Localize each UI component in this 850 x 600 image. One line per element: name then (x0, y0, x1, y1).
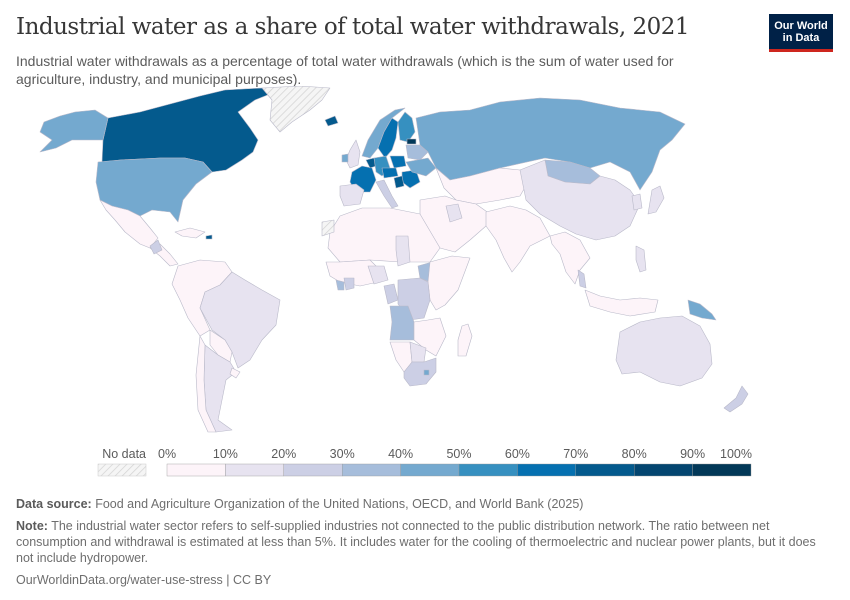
legend-bin-30-40[interactable] (342, 463, 401, 477)
data-source-text: Food and Agriculture Organization of the… (95, 497, 584, 511)
legend-tick-label: 30% (330, 447, 355, 461)
legend-bin-0-10[interactable] (166, 463, 226, 477)
source-url[interactable]: OurWorldinData.org/water-use-stress | CC… (16, 573, 272, 587)
country-alaska-united-states[interactable]: Alaska (United States): 40-50% (39, 109, 109, 153)
country-uruguay[interactable]: Uruguay: 0-10% (229, 367, 241, 379)
legend-bin-40-50[interactable] (400, 463, 460, 477)
legend-tick-label: 60% (505, 447, 530, 461)
owid-logo[interactable]: Our World in Data (769, 14, 833, 52)
country-estonia[interactable]: Estonia: 90-100% (406, 138, 417, 145)
legend-tick-label: 70% (563, 447, 588, 461)
legend-tick-label: 50% (446, 447, 471, 461)
legend-bin-90-100[interactable] (692, 463, 752, 477)
country-australia[interactable]: Australia: 10-20% (615, 315, 713, 387)
country-italy[interactable]: Italy: 20-30% (375, 179, 399, 209)
footer: Data source: Food and Agriculture Organi… (16, 496, 836, 594)
legend-bin-60-70[interactable] (517, 463, 577, 477)
legend-bin-50-60[interactable] (458, 463, 518, 477)
country-greenland[interactable]: Greenland: No data (261, 86, 331, 133)
data-source-label: Data source: (16, 497, 92, 511)
country-madagascar[interactable]: Madagascar: 0-10% (457, 323, 473, 357)
country-finland[interactable]: Finland: 50-60% (397, 111, 416, 143)
color-legend: No data 0% 10% 20% 30% 40% 50% 60% 70% 80% 90% 100% (97, 447, 752, 477)
legend-tick-label: 40% (388, 447, 413, 461)
country-philippines[interactable]: Philippines: 10-20% (635, 245, 647, 273)
country-malaysia[interactable]: Malaysia: 20-30% (577, 269, 587, 289)
country-indonesia[interactable]: Indonesia: 0-10% (584, 289, 659, 317)
country-czechia-austria[interactable]: Czechia/Austria: 60-70% (381, 167, 399, 179)
country-east-africa[interactable]: East Africa: 0-10% (427, 255, 471, 311)
legend-tick-label: 90% (680, 447, 705, 461)
country-ireland[interactable]: Ireland: 40-50% (341, 153, 349, 163)
country-japan[interactable]: Japan: 10-20% (647, 185, 665, 215)
country-chad[interactable]: Chad: 10-20% (395, 235, 411, 267)
legend-tick-label: 80% (622, 447, 647, 461)
legend-tick-label: 20% (271, 447, 296, 461)
world-map: Canada: 70-80%United States: 40-50%Alask… (39, 86, 749, 433)
logo-line-2: in Data (782, 31, 820, 44)
legend-bin-70-80[interactable] (575, 463, 635, 477)
legend-tick-label: 10% (213, 447, 238, 461)
country-nigeria[interactable]: Nigeria: 10-20% (367, 265, 389, 285)
country-western-sahara[interactable]: Western Sahara: No data (321, 219, 335, 237)
note-text: The industrial water sector refers to se… (16, 519, 816, 565)
country-iceland[interactable]: Iceland: 70-80% (324, 115, 339, 127)
logo-line-1: Our World (774, 19, 828, 32)
legend-no-data-label: No data (102, 447, 146, 461)
country-poland[interactable]: Poland: 60-70% (389, 155, 407, 169)
country-spain-portugal[interactable]: Spain/Portugal: 10-20% (339, 183, 365, 207)
country-chile[interactable]: Chile: 0-10% (195, 335, 217, 433)
country-korea[interactable]: Korea: 10-20% (631, 193, 643, 211)
country-north-africa[interactable]: North Africa: 0-10% (327, 207, 441, 263)
note-label: Note: (16, 519, 48, 533)
country-caribbean[interactable]: Caribbean: 0-10% (174, 227, 206, 239)
chart-subtitle: Industrial water withdrawals as a percen… (16, 53, 674, 87)
country-papua-new-guinea[interactable]: Papua New Guinea: 40-50% (687, 299, 717, 321)
country-south-africa[interactable]: South Africa: 20-30% (403, 357, 437, 387)
legend-tick-label: 0% (158, 447, 176, 461)
country-belarus-baltics[interactable]: Belarus/Baltics: 30-40% (405, 144, 429, 161)
country-ukraine[interactable]: Ukraine: 40-50% (405, 157, 437, 177)
country-serbia[interactable]: Serbia: 70-80% (393, 175, 405, 189)
country-iraq[interactable]: Iraq: 10-20% (445, 203, 463, 223)
note: Note: The industrial water sector refers… (16, 518, 836, 566)
legend-bin-80-90[interactable] (634, 463, 693, 477)
legend-no-data-swatch[interactable] (97, 463, 147, 477)
legend-bin-20-30[interactable] (283, 463, 343, 477)
country-gabon-congo[interactable]: Gabon/Congo: 20-30% (383, 283, 399, 305)
country-brazil[interactable]: Brazil: 10-20% (199, 271, 281, 369)
country-puerto-rico[interactable]: Puerto Rico: 70-80% (205, 234, 213, 240)
country-guatemala[interactable]: Guatemala: 20-30% (149, 239, 163, 255)
country-liberia[interactable]: Liberia: 30-40% (335, 279, 345, 291)
data-source: Data source: Food and Agriculture Organi… (16, 496, 836, 512)
legend-bin-10-20[interactable] (225, 463, 284, 477)
chart-title: Industrial water as a share of total wat… (16, 14, 690, 40)
legend-tick-label: 100% (720, 447, 752, 461)
country-india-south-asia[interactable]: India/South Asia: 0-10% (485, 205, 551, 273)
country-southeast-asia[interactable]: Southeast Asia: 0-10% (549, 231, 591, 285)
country-lesotho[interactable]: Lesotho: 40-50% (423, 369, 430, 376)
country-cote-d-ivoire[interactable]: Cote d'Ivoire: 20-30% (343, 277, 355, 291)
country-new-zealand[interactable]: New Zealand: 20-30% (723, 385, 749, 413)
